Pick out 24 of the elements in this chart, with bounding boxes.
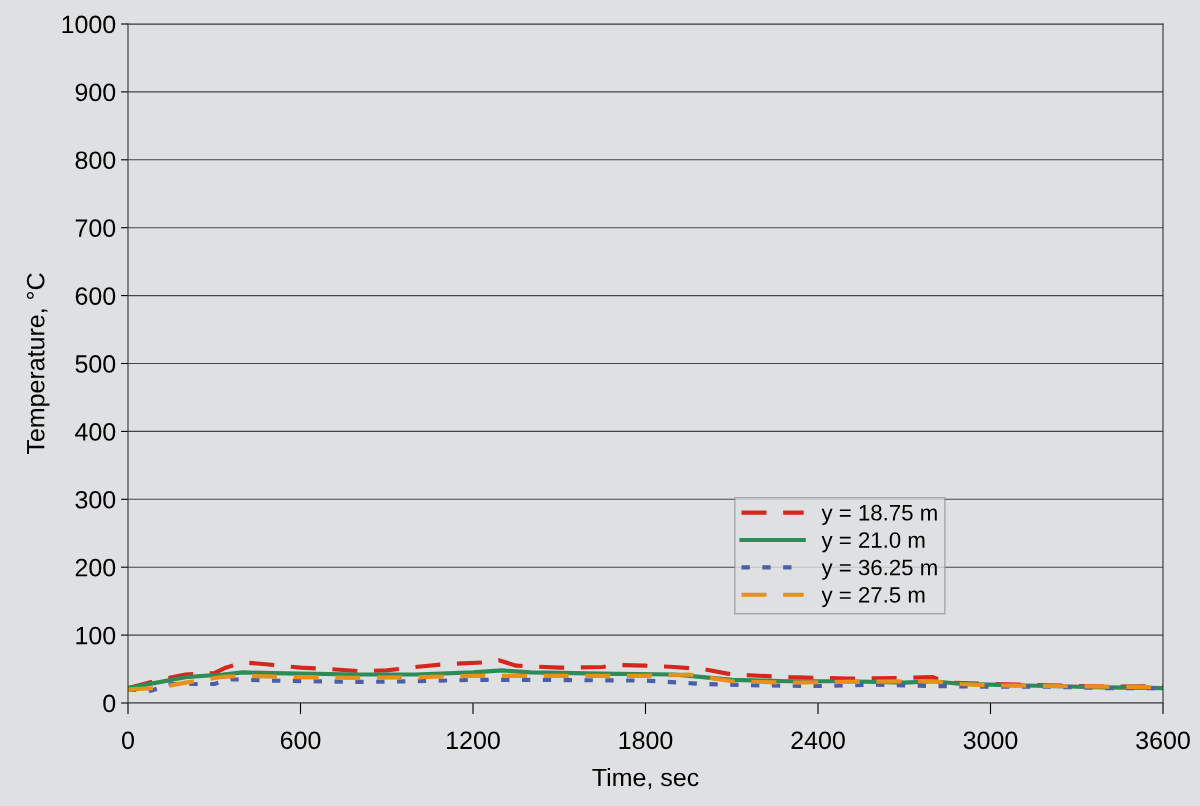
- x-tick-label: 600: [280, 731, 321, 750]
- x-tick-label: 3600: [1136, 731, 1190, 750]
- y-tick-label: 200: [75, 558, 116, 577]
- y-tick-label: 1000: [62, 15, 116, 34]
- y-tick-label: 700: [75, 219, 116, 237]
- y-tick-label: 100: [76, 626, 116, 645]
- y-tick-label: 300: [75, 490, 116, 509]
- y-tick-label: 800: [75, 151, 116, 170]
- x-tick-label: 1200: [447, 731, 500, 750]
- x-axis-title: Time, sec: [592, 767, 699, 790]
- y-tick-label: 500: [75, 355, 116, 373]
- x-tick-label: 1800: [619, 731, 673, 750]
- x-tick-label: 0: [122, 731, 134, 750]
- y-tick-label: 400: [75, 423, 116, 441]
- legend-label: y = 21.0 m: [821, 532, 925, 553]
- legend-label: y = 36.25 m: [821, 559, 937, 580]
- y-tick-label: 0: [103, 694, 116, 713]
- y-tick-label: 600: [75, 287, 116, 305]
- x-tick-label: 2400: [791, 731, 845, 750]
- legend-label: y = 18.75 m: [821, 504, 937, 525]
- legend-label: y = 27.5 m: [821, 587, 925, 608]
- y-tick-label: 900: [75, 83, 116, 102]
- x-tick-label: 3000: [963, 731, 1018, 750]
- y-axis-title: Temperature, °C: [26, 273, 50, 455]
